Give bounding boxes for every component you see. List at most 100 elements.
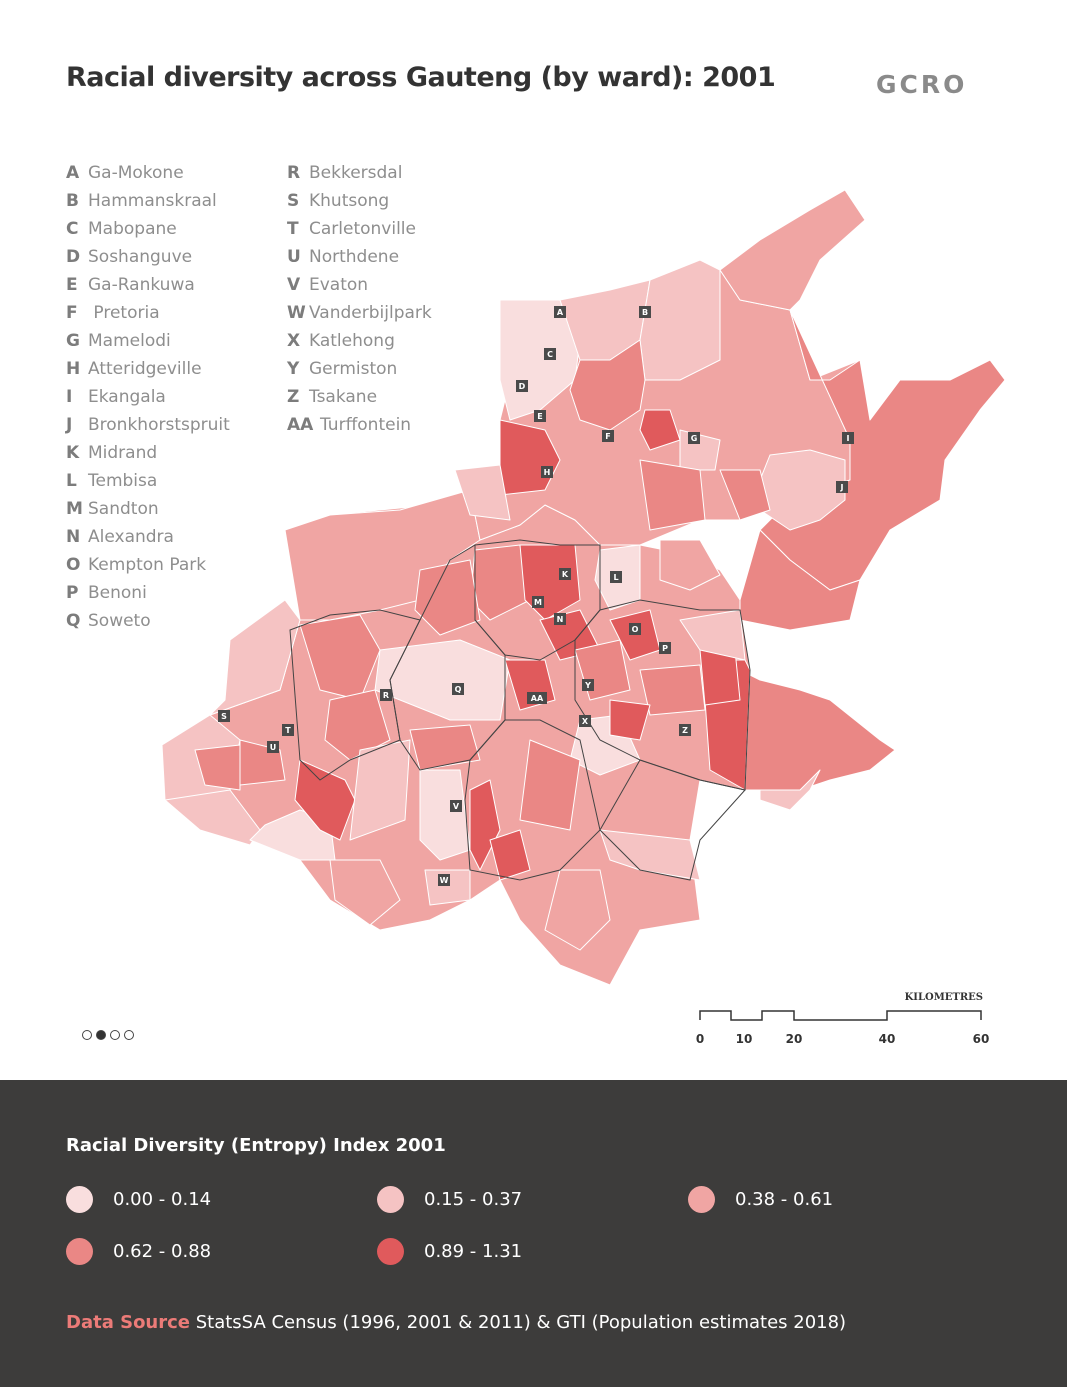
ward-polygon: [639, 664, 706, 716]
place-code: AA: [287, 415, 314, 435]
legend-panel: [0, 1080, 1067, 1387]
map-marker: P: [659, 642, 671, 654]
map-marker: C: [544, 348, 556, 360]
map-marker: W: [438, 874, 450, 886]
ward-polygon: [414, 559, 481, 636]
map-marker-label: C: [547, 350, 553, 359]
map-marker: M: [532, 596, 544, 608]
map-marker-label: D: [519, 382, 526, 391]
map-marker-label: X: [582, 717, 589, 726]
map-marker: T: [282, 724, 294, 736]
map-marker: H: [541, 466, 553, 478]
ward-polygon: [719, 189, 866, 311]
legend-item: 0.00 - 0.14: [66, 1186, 211, 1213]
place-item: U Northdene: [287, 243, 432, 271]
ward-polygon: [759, 769, 821, 811]
map-marker: A: [554, 306, 566, 318]
place-item: K Midrand: [66, 439, 230, 467]
scale-tick-label: 0: [696, 1032, 704, 1046]
place-name: Ga-Mokone: [88, 163, 184, 183]
place-name: Soweto: [88, 611, 151, 631]
pagination-dot[interactable]: [124, 1030, 134, 1040]
ward-polygon: [739, 529, 861, 631]
pagination-dot[interactable]: [96, 1030, 106, 1040]
pagination-dots: [82, 1030, 134, 1040]
place-code: R: [287, 163, 301, 183]
map-marker: B: [639, 306, 651, 318]
place-code: X: [287, 331, 301, 351]
ward-polygon: [639, 409, 681, 451]
place-item: H Atteridgeville: [66, 355, 230, 383]
ward-polygon: [519, 739, 581, 831]
map-marker-label: E: [537, 412, 542, 421]
place-code: C: [66, 219, 79, 239]
place-item: Q Soweto: [66, 607, 230, 635]
place-name: Carletonville: [309, 219, 416, 239]
place-name: Bekkersdal: [309, 163, 403, 183]
place-item: D Soshanguve: [66, 243, 230, 271]
map-marker: Z: [679, 724, 691, 736]
legend-item: 0.62 - 0.88: [66, 1238, 211, 1265]
place-name: Alexandra: [88, 527, 174, 547]
pagination-dot[interactable]: [82, 1030, 92, 1040]
place-name: Ekangala: [88, 387, 166, 407]
place-code: G: [66, 331, 80, 351]
ward-polygon: [544, 869, 611, 951]
place-name: Bronkhorstspruit: [88, 415, 230, 435]
place-item: S Khutsong: [287, 187, 432, 215]
place-code: U: [287, 247, 301, 267]
place-name: Katlehong: [309, 331, 395, 351]
map-marker-label: I: [847, 434, 850, 443]
place-code: H: [66, 359, 81, 379]
map-marker-label: K: [562, 570, 569, 579]
place-name: Tsakane: [309, 387, 378, 407]
ward-polygon: [489, 829, 531, 881]
place-name: Pretoria: [88, 303, 160, 323]
place-item: V Evaton: [287, 271, 432, 299]
municipal-boundary: [289, 609, 421, 781]
ward-polygon: [659, 539, 721, 591]
place-code: T: [287, 219, 299, 239]
map-marker: D: [516, 380, 528, 392]
ward-polygon: [409, 724, 481, 771]
place-code: L: [66, 471, 77, 491]
place-name: Soshanguve: [88, 247, 193, 267]
place-name: Mamelodi: [88, 331, 171, 351]
place-code: B: [66, 191, 79, 211]
scale-tick-label: 20: [786, 1032, 803, 1046]
ward-polygon: [194, 744, 241, 791]
ward-polygon: [469, 779, 501, 871]
ward-polygon: [294, 759, 356, 841]
place-item: Y Germiston: [287, 355, 432, 383]
place-code: Q: [66, 611, 81, 631]
municipal-boundary: [574, 599, 751, 791]
map-marker-label: AA: [531, 694, 544, 703]
legend-item: 0.38 - 0.61: [688, 1186, 833, 1213]
map-marker-label: Q: [455, 685, 462, 694]
place-code: I: [66, 387, 73, 407]
place-code: K: [66, 443, 80, 463]
legend-title: Racial Diversity (Entropy) Index 2001: [66, 1135, 446, 1156]
legend-item: 0.15 - 0.37: [377, 1186, 522, 1213]
ward-polygon: [569, 339, 646, 431]
place-name: Khutsong: [309, 191, 390, 211]
place-code: P: [66, 583, 79, 603]
map-marker-label: A: [557, 308, 564, 317]
legend-label: 0.89 - 1.31: [424, 1241, 523, 1262]
map-marker: E: [534, 410, 546, 422]
legend-item: 0.89 - 1.31: [377, 1238, 522, 1265]
map-marker: AA: [527, 692, 547, 704]
map-marker-label: Z: [682, 726, 688, 735]
place-name: Tembisa: [88, 471, 158, 491]
ward-polygon: [599, 829, 701, 881]
pagination-dot[interactable]: [110, 1030, 120, 1040]
ward-polygon: [699, 649, 741, 706]
place-item: N Alexandra: [66, 523, 230, 551]
map-marker-label: F: [605, 432, 610, 441]
place-item: O Kempton Park: [66, 551, 230, 579]
place-item: G Mamelodi: [66, 327, 230, 355]
map-marker: X: [579, 715, 591, 727]
map-marker: R: [380, 689, 392, 701]
place-name: Kempton Park: [88, 555, 207, 575]
map-marker-label: H: [544, 468, 551, 477]
